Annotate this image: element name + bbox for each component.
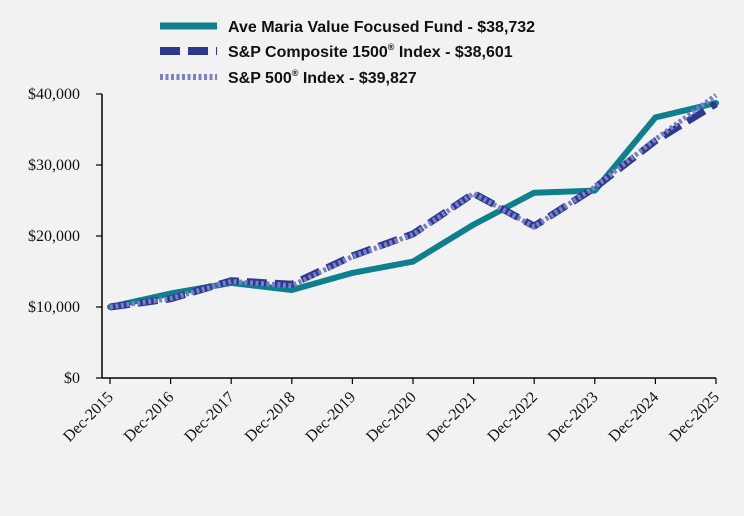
y-axis-ticks: $0 $10,000 $20,000 $30,000 $40,000 — [28, 86, 102, 387]
legend-item-1: Ave Maria Value Focused Fund - $38,732 — [160, 19, 535, 36]
x-tick-label: Dec-2025 — [666, 389, 723, 446]
series-line-1 — [107, 100, 719, 310]
x-tick-label: Dec-2017 — [181, 389, 238, 446]
x-tick-label: Dec-2015 — [60, 389, 117, 446]
series-line-2 — [109, 100, 718, 311]
y-tick-label: $30,000 — [28, 157, 80, 174]
y-tick-label: $20,000 — [28, 228, 80, 245]
legend-label: Ave Maria Value Focused Fund - $38,732 — [228, 19, 535, 36]
x-tick-label: Dec-2016 — [121, 389, 178, 446]
series-line-3 — [109, 93, 718, 310]
x-axis-ticks: Dec-2015 Dec-2016 Dec-2017 Dec-2018 Dec-2019… — [60, 378, 723, 445]
x-tick-label: Dec-2021 — [424, 389, 481, 446]
legend-label: S&P Composite 1500® Index - $38,601 — [228, 42, 513, 61]
x-tick-label: Dec-2022 — [484, 389, 541, 446]
x-tick-label: Dec-2018 — [242, 389, 299, 446]
x-tick-label: Dec-2020 — [363, 389, 420, 446]
x-tick-label: Dec-2024 — [606, 389, 663, 446]
legend-item-3: S&P 500® Index - $39,827 — [160, 68, 417, 87]
x-tick-label: Dec-2019 — [303, 389, 360, 446]
legend-item-2: S&P Composite 1500® Index - $38,601 — [160, 42, 513, 61]
y-tick-label: $40,000 — [28, 86, 80, 103]
y-tick-label: $0 — [64, 370, 80, 387]
legend-label: S&P 500® Index - $39,827 — [228, 68, 417, 87]
x-tick-label: Dec-2023 — [545, 389, 602, 446]
legend: Ave Maria Value Focused Fund - $38,732 S&… — [160, 19, 535, 87]
y-tick-label: $10,000 — [28, 299, 80, 316]
series-lines — [107, 93, 719, 311]
